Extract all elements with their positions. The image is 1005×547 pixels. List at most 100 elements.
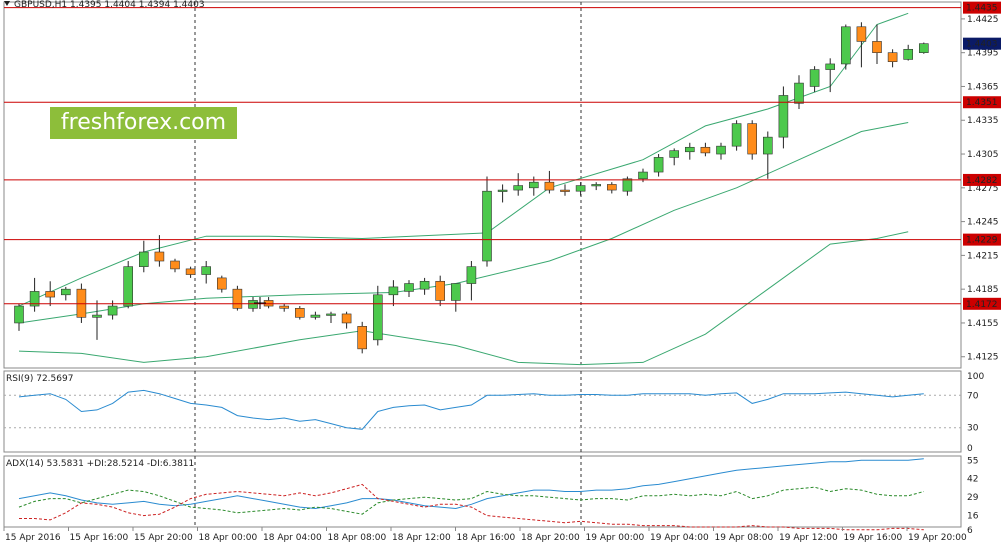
bear-candle [856,26,867,42]
bull-candle [372,294,383,341]
symbol-header: GBPUSD,H1 1.4395 1.4404 1.4394 1.4403 [14,0,205,10]
rsi-tick-label: 30 [967,424,979,434]
bull-candle [825,63,836,70]
price-tick-label: 1.4335 [967,116,999,126]
adx-tick-label: 42 [967,475,978,485]
bear-candle [232,288,243,309]
bull-candle [794,82,804,104]
price-plot-frame [3,1,962,369]
level-tag-bg [963,96,1001,109]
bull-candle [248,300,258,309]
bull-candle [575,185,586,192]
bear-candle [76,288,87,318]
price-tick-label: 1.4215 [967,251,999,261]
bull-candle [497,189,508,192]
bull-candle [450,283,461,301]
bull-candle [653,157,664,173]
adx-line [18,458,924,510]
bear-candle [170,260,180,270]
price-panel: 1.44251.43951.43651.43351.43051.42751.42… [3,1,1001,369]
price-tick-label: 1.4275 [967,184,999,194]
time-tick-label: 19 Apr 16:00 [844,533,903,543]
time-tick-label: 18 Apr 04:00 [263,533,322,543]
bull-candle [840,26,851,65]
bull-candle [669,150,680,158]
crosshair-cursor-icon [254,297,266,309]
level-tag-bg [963,173,1001,186]
bull-candle [29,291,40,307]
rsi-line [18,389,924,430]
freshforex-logo: freshforex.com [50,107,237,139]
rsi-tick-label: 100 [967,372,984,382]
adx-panel: 55 42 29 16 6 [3,455,979,536]
adx-tick-label: 29 [967,493,979,503]
time-tick-label: 15 Apr 20:00 [134,533,193,543]
time-tick-label: 15 Apr 16:00 [70,533,129,543]
level-tag-bg [963,233,1001,246]
bear-candle [560,189,570,192]
time-tick-label: 19 Apr 04:00 [650,533,709,543]
rsi-tick-label: 70 [967,391,979,401]
bull-candle [513,185,524,191]
bear-candle [45,291,56,298]
level-tag-label: 1.4172 [966,300,998,310]
bull-candle [201,266,211,275]
bull-candle [591,184,602,187]
rsi-label: RSI(9) 72.5697 [6,374,73,384]
bull-candle [762,136,773,155]
bull-candle [622,178,633,192]
bear-candle [217,277,227,290]
adx-tick-label: 55 [967,456,978,466]
time-tick-label: 19 Apr 00:00 [586,533,645,543]
bull-candle [60,288,71,296]
adx-plot-frame [3,455,962,528]
time-tick-label: 18 Apr 12:00 [392,533,451,543]
bear-candle [872,41,882,53]
bear-candle [887,52,898,62]
bull-candle [482,190,492,262]
bollinger-upper-band [18,12,909,307]
adx-label: ADX(14) 53.5831 +DI:28.5214 -DI:6.3811 [6,459,194,469]
bull-candle [139,251,149,267]
adx-tick-label: 16 [967,512,979,522]
bull-candle [466,266,477,284]
bull-candle [326,313,336,316]
bull-candle [638,171,648,180]
bull-candle [404,283,414,292]
price-tick-label: 1.4125 [967,353,999,363]
current-price-label: 1.4403 [966,40,998,50]
level-tag-bg [963,297,1001,310]
bull-candle [809,69,820,87]
time-tick-label: 15 Apr 2016 [5,533,61,543]
bull-candle [419,280,430,290]
time-tick-label: 19 Apr 12:00 [779,533,838,543]
bear-candle [544,181,555,191]
price-tick-label: 1.4155 [967,319,999,329]
rsi-tick-label: 0 [967,444,973,454]
bear-candle [294,308,305,318]
rsi-plot-frame [3,370,962,453]
price-tick-label: 1.4245 [967,218,999,228]
bollinger-middle-band [18,122,909,324]
minus-di-line [19,483,924,531]
level-tag-label: 1.4229 [966,236,998,246]
current-price-tag [963,37,1001,50]
bull-candle [903,48,914,60]
bear-candle [279,305,290,309]
level-tag-label: 1.4282 [966,176,998,186]
time-tick-label: 18 Apr 16:00 [457,533,516,543]
bollinger-lower-band [18,231,909,366]
bull-candle [731,123,742,147]
time-tick-label: 19 Apr 08:00 [715,533,774,543]
price-tick-label: 1.4425 [967,15,999,25]
header-triangle-icon [4,1,10,6]
bull-candle [310,314,321,318]
bull-candle [92,314,102,318]
bear-candle [154,251,165,262]
plus-di-line [18,486,924,515]
bull-candle [778,95,789,138]
bull-candle [388,286,399,296]
time-tick-label: 18 Apr 20:00 [521,533,580,543]
bear-candle [435,280,446,301]
